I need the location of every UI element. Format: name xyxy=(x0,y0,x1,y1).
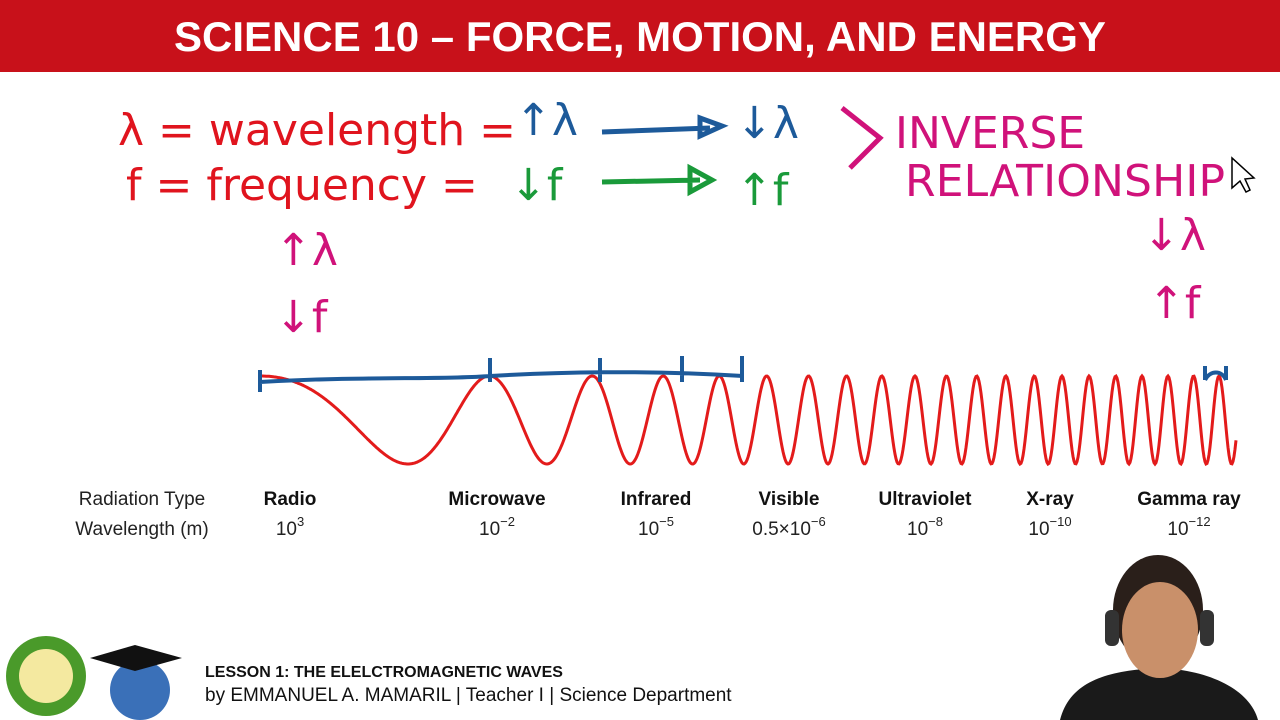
radiation-type: Visible xyxy=(759,489,820,510)
wavelength-base: 10 xyxy=(479,519,500,540)
annotation: INVERSE xyxy=(895,108,1085,159)
footer: LESSON 1: THE ELELCTROMAGNETIC WAVES by … xyxy=(6,636,732,720)
wavelength-exponent: −5 xyxy=(659,514,674,529)
wavelength-exponent: −12 xyxy=(1189,514,1211,529)
wave xyxy=(260,373,1238,467)
byline: by EMMANUEL A. MAMARIL | Teacher I | Sci… xyxy=(205,685,732,706)
headphone xyxy=(1105,610,1119,646)
arrow xyxy=(601,114,729,140)
radiation-type: Infrared xyxy=(621,489,692,510)
arrow xyxy=(601,163,718,197)
wavelength-exponent: −10 xyxy=(1050,514,1072,529)
bracket xyxy=(258,356,1228,392)
globe-logo xyxy=(110,660,170,720)
wavelength: 10−12 xyxy=(1167,514,1210,540)
wavelength: 0.5×10−6 xyxy=(752,514,825,540)
annotation: ↓λ xyxy=(1143,210,1206,261)
radiation-type: Gamma ray xyxy=(1137,489,1241,510)
wavelength-base: 10 xyxy=(276,519,297,540)
wavelength-base: 0.5×10 xyxy=(752,519,811,540)
shirt xyxy=(1060,668,1258,720)
annotation: ↑f xyxy=(1148,278,1202,329)
row-label: Radiation Type xyxy=(79,489,205,510)
wavelength-exponent: −2 xyxy=(500,514,515,529)
annotation: ↓f xyxy=(275,292,329,343)
cap xyxy=(90,645,182,671)
headphone xyxy=(1200,610,1214,646)
wavelength-base: 10 xyxy=(638,519,659,540)
wavelength-exponent: 3 xyxy=(297,514,304,529)
annotation: ↓f xyxy=(510,160,564,211)
cursor xyxy=(1231,156,1256,193)
annotation: f = frequency = xyxy=(126,160,478,211)
annotation: ↑f xyxy=(736,165,790,216)
spectrum-table: Radiation Type Wavelength (m) Radio103Mi… xyxy=(75,489,1241,540)
annotation: ↑λ xyxy=(275,225,338,276)
radiation-type: X-ray xyxy=(1026,489,1074,510)
radiation-type: Ultraviolet xyxy=(879,489,973,510)
wavelength-base: 10 xyxy=(1028,519,1049,540)
spectrum-graphic xyxy=(258,356,1238,467)
wavelength-exponent: −6 xyxy=(811,514,826,529)
header-bar xyxy=(0,0,1280,72)
annotation: ↓λ xyxy=(736,98,799,149)
annotation: RELATIONSHIP xyxy=(905,156,1225,207)
handwriting: λ = wavelength = f = frequency = ↑λ ↓λ ↓… xyxy=(118,95,1256,343)
wavelength: 10−2 xyxy=(479,514,515,540)
wavelength: 103 xyxy=(276,514,304,540)
annotation: λ = wavelength = xyxy=(118,105,516,156)
school-logo xyxy=(19,649,73,703)
webcam-person xyxy=(1000,555,1280,720)
radiation-type: Radio xyxy=(264,489,317,510)
wavelength: 10−8 xyxy=(907,514,943,540)
wavelength-base: 10 xyxy=(1167,519,1188,540)
face xyxy=(1122,582,1198,678)
wavelength: 10−10 xyxy=(1028,514,1071,540)
header-title: SCIENCE 10 – FORCE, MOTION, AND ENERGY xyxy=(174,13,1106,60)
row-label: Wavelength (m) xyxy=(75,519,208,540)
brace xyxy=(840,106,884,170)
lesson: LESSON 1: THE ELELCTROMAGNETIC WAVES xyxy=(205,664,563,681)
radiation-type: Microwave xyxy=(448,489,545,510)
annotation: ↑λ xyxy=(515,95,578,146)
wavelength: 10−5 xyxy=(638,514,674,540)
wavelength-base: 10 xyxy=(907,519,928,540)
wavelength-exponent: −8 xyxy=(928,514,943,529)
